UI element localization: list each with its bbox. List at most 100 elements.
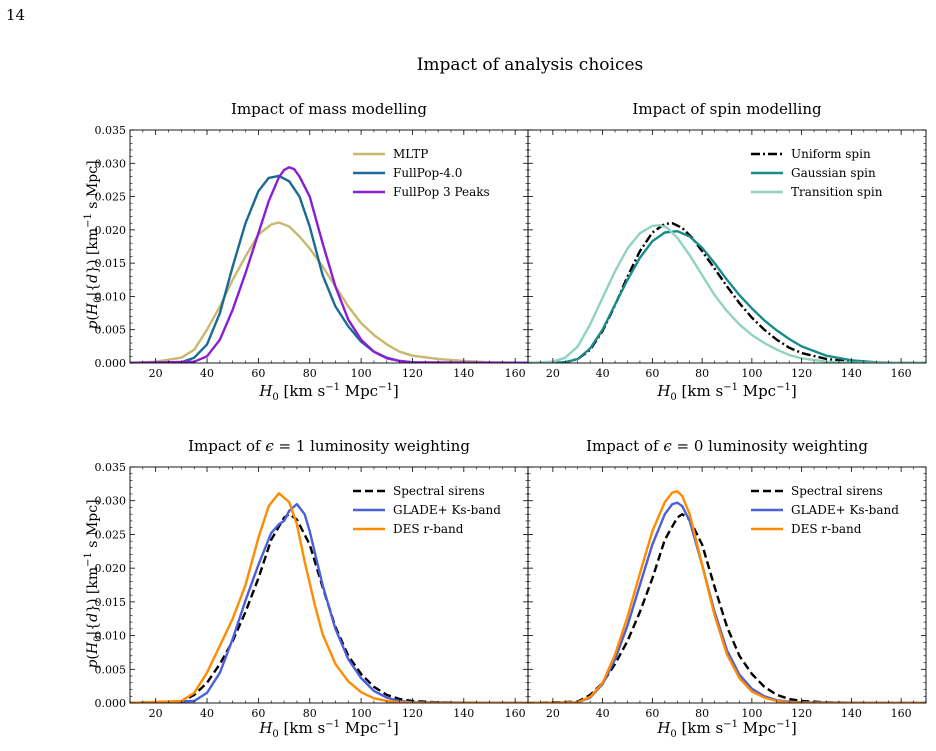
y-tick-label: 0.005 bbox=[95, 324, 127, 337]
x-tick-label: 60 bbox=[251, 707, 265, 720]
x-axis-label: H0 [km s−1 Mpc−1] bbox=[258, 719, 398, 740]
x-tick-label: 100 bbox=[741, 707, 762, 720]
y-tick-label: 0.020 bbox=[95, 562, 127, 575]
y-tick-label: 0.000 bbox=[95, 697, 127, 710]
x-tick-label: 100 bbox=[741, 367, 762, 380]
svg-text:p(H0|{d}) [km−1 s Mpc]: p(H0|{d}) [km−1 s Mpc] bbox=[83, 160, 104, 329]
x-tick-label: 20 bbox=[149, 367, 163, 380]
x-tick-label: 120 bbox=[402, 707, 423, 720]
y-tick-label: 0.005 bbox=[95, 663, 127, 676]
x-axis-label: H0 [km s−1 Mpc−1] bbox=[258, 382, 398, 403]
x-tick-label: 20 bbox=[546, 707, 560, 720]
series-line-2 bbox=[130, 166, 528, 363]
y-tick-label: 0.015 bbox=[95, 596, 127, 609]
x-tick-label: 20 bbox=[149, 707, 163, 720]
series-line-0 bbox=[528, 222, 926, 363]
legend-label: DES r-band bbox=[393, 522, 464, 536]
legend-label: Uniform spin bbox=[791, 147, 871, 161]
legend-label: FullPop-4.0 bbox=[393, 166, 462, 180]
x-tick-label: 120 bbox=[791, 367, 812, 380]
x-tick-label: 60 bbox=[645, 367, 659, 380]
legend-label: Spectral sirens bbox=[393, 484, 485, 498]
series-group bbox=[130, 492, 528, 703]
legend-label: FullPop 3 Peaks bbox=[393, 185, 490, 199]
x-tick-label: 160 bbox=[891, 707, 912, 720]
legend-label: DES r-band bbox=[791, 522, 862, 536]
panel-title: Impact of ϵ = 1 luminosity weighting bbox=[188, 437, 470, 455]
x-tick-label: 20 bbox=[546, 367, 560, 380]
legend: Spectral sirens GLADE+ Ks-band DES r-band bbox=[353, 484, 501, 536]
panel-spin-modelling: Impact of spin modelling H0 [km s−1 Mpc−… bbox=[527, 100, 927, 403]
x-tick-label: 40 bbox=[596, 707, 610, 720]
y-axis-label: p(H0|{d}) [km−1 s Mpc] bbox=[83, 160, 104, 329]
plot-area: 20 40 60 80 100 120 140 160 Uniform spin Gaussian… bbox=[527, 129, 927, 380]
svg-text:H0 [km s−1 Mpc−1]: H0 [km s−1 Mpc−1] bbox=[258, 382, 398, 403]
panel-title: Impact of ϵ = 0 luminosity weighting bbox=[586, 437, 868, 455]
series-line-0 bbox=[528, 513, 926, 703]
y-tick-label: 0.025 bbox=[95, 191, 127, 204]
panel-title: Impact of mass modelling bbox=[231, 100, 427, 118]
series-line-1 bbox=[130, 502, 528, 703]
plot-frame bbox=[129, 129, 529, 364]
legend: MLTP FullPop-4.0 FullPop 3 Peaks bbox=[353, 147, 490, 199]
legend-label: GLADE+ Ks-band bbox=[791, 503, 899, 517]
plot-area: 20 40 60 80 100 120 140 160 Spectral sirens GLADE… bbox=[527, 466, 927, 720]
x-tick-label: 40 bbox=[200, 707, 214, 720]
panel-title: Impact of spin modelling bbox=[632, 100, 822, 118]
y-tick-label: 0.010 bbox=[95, 630, 127, 643]
y-axis-label: p(H0|{d}) [km−1 s Mpc] bbox=[83, 499, 104, 668]
legend: Uniform spin Gaussian spin Transition spin bbox=[751, 147, 883, 199]
series-line-1 bbox=[130, 174, 528, 363]
series-line-2 bbox=[528, 224, 926, 363]
x-tick-label: 40 bbox=[200, 367, 214, 380]
x-tick-label: 80 bbox=[695, 707, 709, 720]
plot-area: 20 40 60 80 100 120 140 160 0.000 0.005 0.010 0.015… bbox=[95, 124, 529, 380]
x-tick-label: 140 bbox=[453, 707, 474, 720]
y-tick-label: 0.010 bbox=[95, 290, 127, 303]
series-line-2 bbox=[130, 492, 528, 703]
x-tick-label: 80 bbox=[303, 367, 317, 380]
panel-eps0-luminosity: Impact of ϵ = 0 luminosity weighting H0 … bbox=[527, 437, 927, 740]
x-axis-label: H0 [km s−1 Mpc−1] bbox=[656, 382, 796, 403]
x-tick-label: 80 bbox=[303, 707, 317, 720]
y-tick-label: 0.000 bbox=[95, 357, 127, 370]
svg-text:H0 [km s−1 Mpc−1]: H0 [km s−1 Mpc−1] bbox=[656, 382, 796, 403]
y-tick-label: 0.025 bbox=[95, 528, 127, 541]
series-group bbox=[130, 166, 528, 363]
series-line-2 bbox=[528, 490, 926, 703]
x-tick-label: 120 bbox=[402, 367, 423, 380]
plot-area: 20 40 60 80 100 120 140 160 0.000 0.005 0.010 0.015… bbox=[95, 461, 529, 720]
x-axis-label: H0 [km s−1 Mpc−1] bbox=[656, 719, 796, 740]
x-tick-label: 140 bbox=[841, 707, 862, 720]
series-line-0 bbox=[130, 513, 528, 703]
x-tick-label: 140 bbox=[453, 367, 474, 380]
y-tick-label: 0.020 bbox=[95, 224, 127, 237]
page-number: 14 bbox=[6, 6, 26, 24]
series-line-0 bbox=[130, 221, 528, 363]
x-tick-label: 60 bbox=[645, 707, 659, 720]
series-group bbox=[528, 490, 926, 703]
y-tick-label: 0.035 bbox=[95, 461, 127, 474]
x-tick-label: 100 bbox=[351, 367, 372, 380]
x-tick-label: 60 bbox=[251, 367, 265, 380]
series-line-1 bbox=[528, 230, 926, 363]
x-tick-label: 100 bbox=[351, 707, 372, 720]
x-tick-label: 80 bbox=[695, 367, 709, 380]
series-group bbox=[528, 222, 926, 363]
legend-label: Spectral sirens bbox=[791, 484, 883, 498]
y-tick-label: 0.015 bbox=[95, 257, 127, 270]
figure-title: Impact of analysis choices bbox=[417, 55, 644, 75]
y-tick-label: 0.035 bbox=[95, 124, 127, 137]
svg-text:p(H0|{d}) [km−1 s Mpc]: p(H0|{d}) [km−1 s Mpc] bbox=[83, 499, 104, 668]
x-tick-label: 160 bbox=[891, 367, 912, 380]
panel-mass-modelling: Impact of mass modelling H0 [km s−1 Mpc−… bbox=[83, 100, 529, 403]
x-tick-label: 120 bbox=[791, 707, 812, 720]
x-tick-label: 40 bbox=[596, 367, 610, 380]
x-tick-label: 160 bbox=[505, 707, 526, 720]
panel-eps1-luminosity: Impact of ϵ = 1 luminosity weighting H0 … bbox=[83, 437, 529, 740]
y-tick-label: 0.030 bbox=[95, 495, 127, 508]
legend: Spectral sirens GLADE+ Ks-band DES r-band bbox=[751, 484, 899, 536]
series-line-1 bbox=[528, 501, 926, 703]
legend-label: Transition spin bbox=[791, 185, 883, 199]
